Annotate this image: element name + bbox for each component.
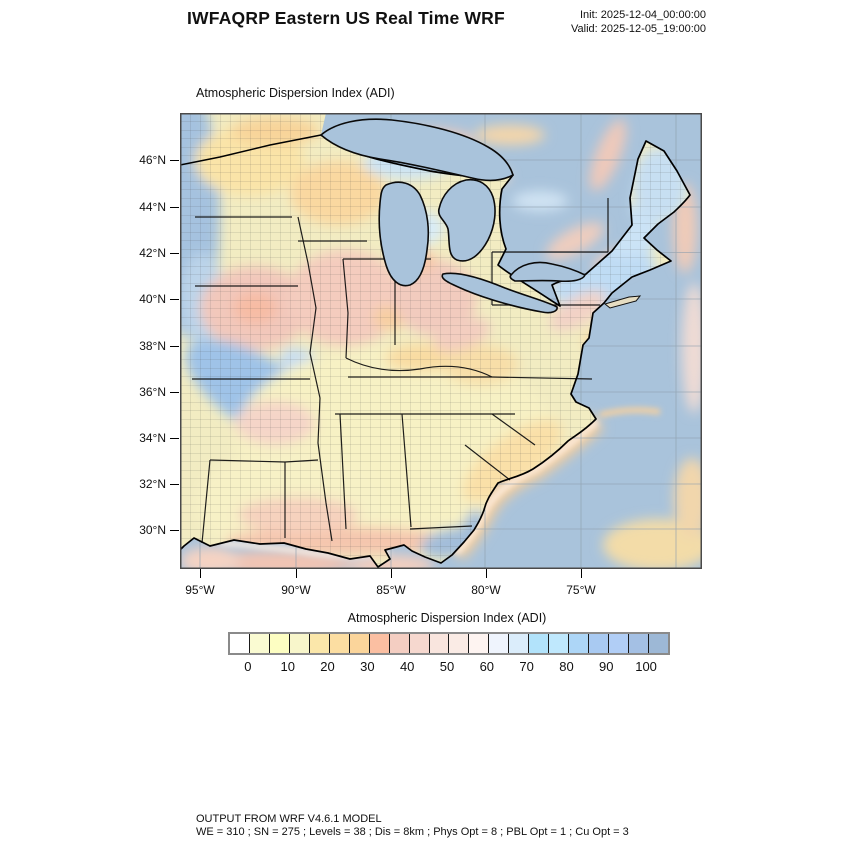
lat-tick [170,206,179,208]
lon-tick [296,569,298,578]
coastline [179,134,691,568]
lat-tick-label: 40°N [139,292,166,306]
lon-tick-label: 85°W [376,583,406,597]
colorbar-cell [348,634,369,653]
colorbar-tick-label: 50 [439,659,455,674]
border-line [179,134,322,166]
lat-tick [170,345,179,347]
map-subtitle: Atmospheric Dispersion Index (ADI) [196,86,395,100]
colorbar-cell [488,634,509,653]
colorbar-cell [568,634,589,653]
colorbar-tick-label: 70 [519,659,534,674]
colorbar-cell [548,634,569,653]
colorbar-cell [468,634,489,653]
colorbar-tick-label: 100 [635,659,657,674]
lat-tick-label: 34°N [139,431,166,445]
colorbar-tick-label: 30 [360,659,375,674]
lon-tick-label: 75°W [566,583,596,597]
lat-tick [170,484,179,486]
colorbar-cell [588,634,609,653]
colorbar-tick-label: 0 [244,659,252,674]
colorbar-cell [288,634,309,653]
colorbar-cell [508,634,529,653]
colorbar-title: Atmospheric Dispersion Index (ADI) [347,611,547,625]
lat-tick [170,392,179,394]
lat-tick [170,299,179,301]
lat-tick [170,252,179,254]
colorbar-tick-label: 90 [599,659,614,674]
colorbar-tick-label: 80 [559,659,574,674]
lake-erie [441,272,558,314]
lat-tick-label: 44°N [139,199,166,214]
colorbar-cell [230,634,249,653]
colorbar-cell [628,634,649,653]
lake-superior [319,118,514,182]
great-lakes [319,118,587,314]
lat-tick-label: 32°N [139,477,166,491]
lon-tick-label: 80°W [471,583,501,597]
colorbar-cell [528,634,549,653]
model-config-line: WE = 310 ; SN = 275 ; Levels = 38 ; Dis … [196,826,629,838]
colorbar-cell [428,634,449,653]
page-title: IWFAQRP Eastern US Real Time WRF [187,8,505,28]
colorbar-cell [648,634,668,653]
colorbar-cell [408,634,429,653]
lat-tick-label: 46°N [139,153,166,167]
lon-tick-label: 90°W [281,583,311,597]
state-borders [192,198,609,544]
colorbar-cell [608,634,629,653]
lake-huron [437,178,496,262]
init-time: Init: 2025-12-04_00:00:00 [580,9,706,21]
lon-tick [391,569,393,578]
lat-tick-label: 42°N [139,245,166,260]
long-island [603,295,642,309]
lat-tick-label: 38°N [139,338,166,353]
colorbar-cell [308,634,329,653]
map-frame [180,113,702,569]
colorbar-cell [328,634,349,653]
adi-map [179,113,702,569]
colorbar [228,632,670,655]
lake-ontario [509,261,587,283]
colorbar-cell [248,634,269,653]
colorbar-cell [448,634,469,653]
model-output-line: OUTPUT FROM WRF V4.6.1 MODEL [196,813,382,825]
lat-tick [170,529,179,531]
colorbar-tick-label: 10 [280,659,295,674]
colorbar-tick-label: 60 [479,659,495,674]
run-times: Init: 2025-12-04_00:00:00 Valid: 2025-12… [500,9,706,36]
colorbar-cell [388,634,409,653]
lon-tick [486,569,488,578]
colorbar-tick-label: 40 [399,659,415,674]
lat-tick [170,160,179,162]
colorbar-cell [268,634,289,653]
map-canvas [179,113,702,569]
lat-tick [170,438,179,440]
colorbar-cell [368,634,389,653]
lat-tick-label: 36°N [139,385,166,399]
lon-tick [581,569,583,578]
lon-tick-label: 95°W [185,583,215,597]
lat-tick-label: 30°N [139,522,166,537]
colorbar-tick-label: 20 [320,659,335,674]
lake-michigan [378,181,430,287]
valid-time: Valid: 2025-12-05_19:00:00 [571,22,706,35]
lon-tick [200,569,202,578]
